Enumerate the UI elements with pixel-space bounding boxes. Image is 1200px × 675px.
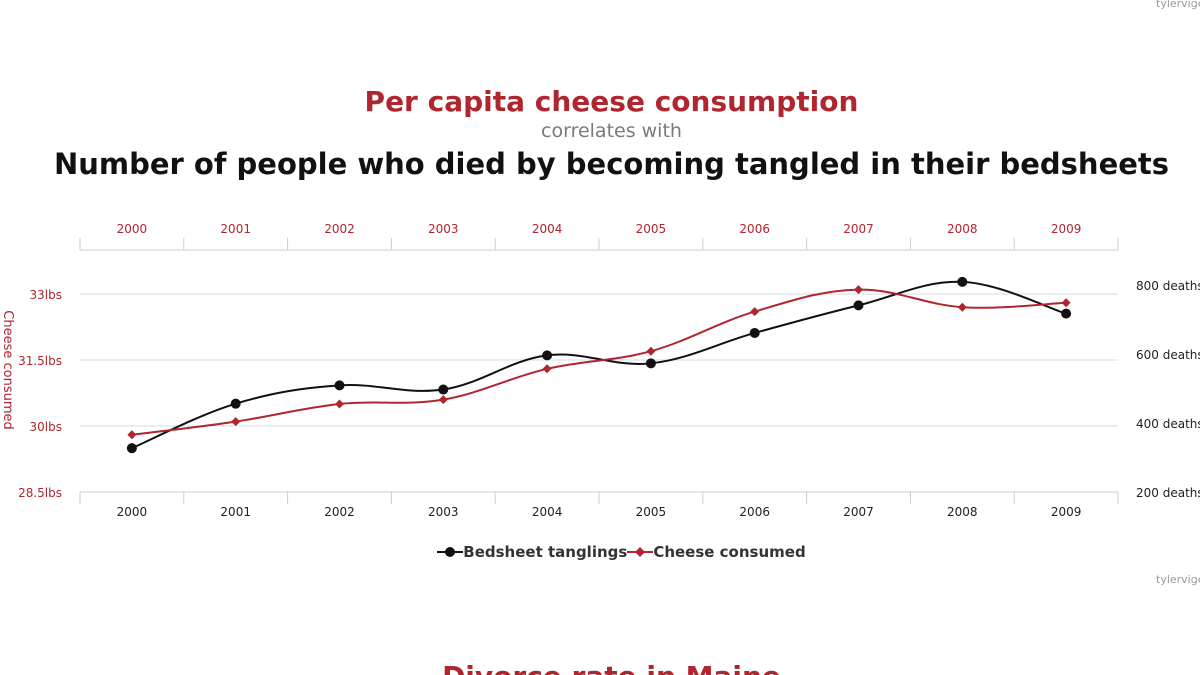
- y-right-tick-label: 600 deaths: [1136, 348, 1200, 362]
- x-top-tick-label: 2009: [1051, 222, 1082, 236]
- x-bottom-tick-label: 2000: [117, 505, 148, 519]
- chart-title-secondary: Number of people who died by becoming ta…: [53, 147, 1170, 181]
- x-bottom-tick-label: 2005: [636, 505, 667, 519]
- point-cheese: [438, 395, 448, 405]
- y-left-tick-label: 33lbs: [30, 288, 62, 302]
- point-cheese: [335, 399, 344, 409]
- x-bottom-tick-label: 2003: [428, 505, 459, 519]
- x-bottom-tick-label: 2006: [739, 505, 770, 519]
- point-bedsheet: [749, 327, 760, 338]
- x-top-tick-label: 2006: [739, 222, 770, 236]
- legend-swatch-bedsheet: [437, 547, 464, 557]
- point-bedsheet: [334, 380, 345, 391]
- point-cheese: [750, 307, 760, 317]
- series-line-bedsheet: [131, 280, 1067, 450]
- x-bottom-tick-label: 2001: [220, 505, 251, 519]
- chart-title-connector: correlates with: [541, 120, 682, 142]
- chart-title-primary: Per capita cheese consumption: [364, 85, 859, 118]
- legend-item-bedsheet[interactable]: Bedsheet tanglings: [437, 543, 627, 561]
- x-top-tick-label: 2005: [636, 222, 667, 236]
- watermark-top: tylervigen.com: [1156, 0, 1200, 10]
- x-top-tick-label: 2000: [117, 222, 148, 236]
- next-chart-title: Divorce rate in Maine: [0, 660, 1200, 675]
- x-bottom-tick-label: 2009: [1051, 505, 1082, 519]
- x-top-tick-label: 2004: [532, 222, 563, 236]
- x-top-tick-label: 2008: [947, 222, 978, 236]
- y-right-tick-label: 400 deaths: [1136, 417, 1200, 431]
- point-cheese: [646, 346, 656, 356]
- x-top-tick-label: 2002: [324, 222, 355, 236]
- point-bedsheet: [126, 443, 137, 454]
- point-bedsheet: [645, 358, 656, 369]
- legend-label-bedsheet: Bedsheet tanglings: [463, 543, 628, 561]
- point-bedsheet: [438, 384, 449, 395]
- x-top-tick-label: 2003: [428, 222, 459, 236]
- point-bedsheet: [230, 398, 241, 409]
- x-bottom-tick-label: 2002: [324, 505, 355, 519]
- legend-item-cheese[interactable]: Cheese consumed: [627, 543, 806, 561]
- series-line-cheese: [131, 288, 1067, 436]
- point-cheese: [957, 302, 967, 312]
- y-left-tick-label: 31.5lbs: [18, 354, 62, 368]
- legend-swatch-cheese: [627, 547, 654, 557]
- point-cheese: [854, 285, 863, 295]
- point-cheese: [127, 430, 137, 440]
- y-left-tick-label: 30lbs: [30, 420, 62, 434]
- x-top-tick-label: 2007: [843, 222, 874, 236]
- y-left-tick-label: 28.5lbs: [18, 486, 62, 500]
- y-right-tick-label: 200 deaths: [1136, 486, 1200, 500]
- point-bedsheet: [957, 276, 968, 287]
- point-bedsheet: [1061, 308, 1072, 319]
- y-left-axis-title: Cheese consumed: [0, 310, 15, 429]
- point-cheese: [542, 364, 552, 374]
- watermark-bottom: tylervigen.com: [1156, 573, 1200, 586]
- x-bottom-tick-label: 2007: [843, 505, 874, 519]
- chart-legend: Bedsheet tanglings Cheese consumed: [0, 543, 1200, 561]
- x-bottom-tick-label: 2004: [532, 505, 563, 519]
- point-bedsheet: [853, 300, 864, 311]
- point-cheese: [231, 417, 241, 427]
- point-bedsheet: [542, 350, 553, 361]
- x-bottom-tick-label: 2008: [947, 505, 978, 519]
- y-right-tick-label: 800 deaths: [1136, 279, 1200, 293]
- x-top-tick-label: 2001: [220, 222, 251, 236]
- point-cheese: [1061, 298, 1071, 308]
- legend-label-cheese: Cheese consumed: [653, 543, 806, 561]
